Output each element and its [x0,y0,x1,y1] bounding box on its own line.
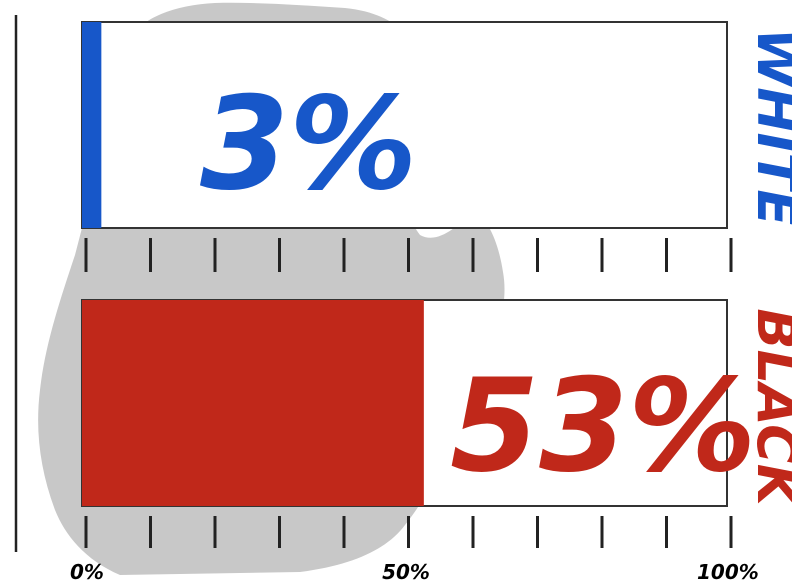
bar-group-white: 3% WHITE [81,21,792,229]
bar-black [82,300,424,506]
tick-row-black [84,516,733,548]
tick-label-100: 100% [697,560,759,583]
tick-row-white [84,238,733,272]
value-label-white: 3% [200,70,417,219]
category-label-black: BLACK [745,308,792,509]
bar-frame-white [81,21,728,229]
tick-label-50: 50% [382,560,430,583]
bar-white [82,22,102,228]
category-label-white: WHITE [745,28,792,227]
tick-label-0: 0% [70,560,104,583]
bar-group-black: 53% BLACK [81,299,792,510]
value-label-black: 53% [450,352,756,501]
